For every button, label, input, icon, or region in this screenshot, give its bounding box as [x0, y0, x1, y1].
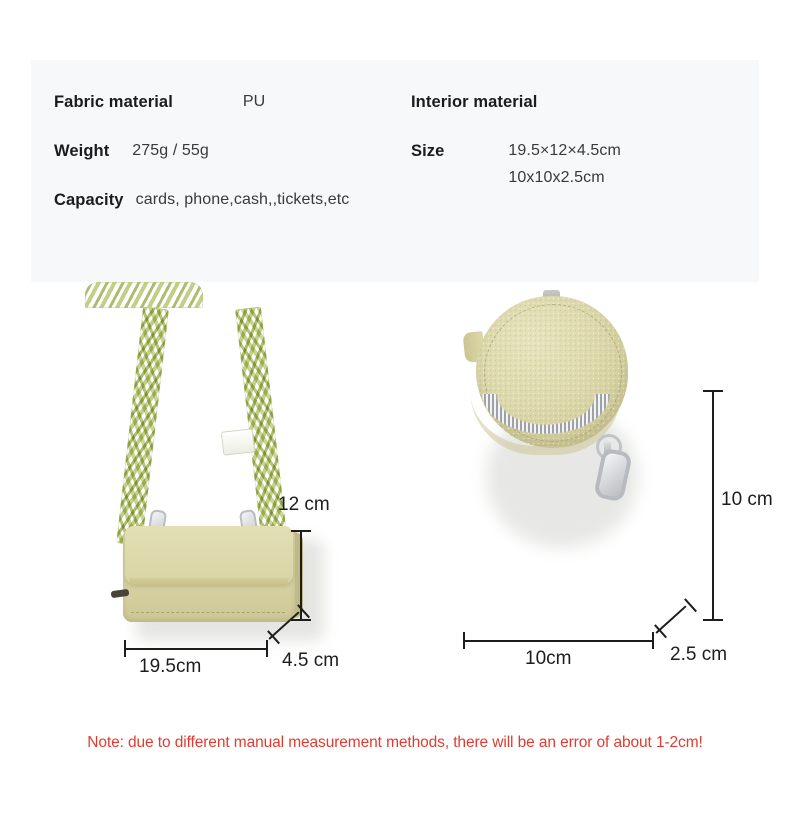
dimension-cap-height-top-left — [291, 530, 311, 532]
spec-value-weight: 275g / 55g — [132, 142, 209, 159]
dimension-cap-width-right-end-right — [652, 632, 654, 649]
spec-value-size: 19.5×12×4.5cm 10x10x2.5cm — [508, 142, 621, 187]
spec-row-capacity: Capacity cards, phone,cash,,tickets,etc — [54, 191, 349, 210]
bag-front-flap — [125, 526, 293, 584]
dimension-label-height-left: 12 cm — [278, 494, 330, 515]
dimension-label-width-left: 19.5cm — [139, 656, 202, 677]
spec-label-size: Size — [411, 142, 445, 160]
spec-label-fabric-material: Fabric material — [54, 93, 173, 111]
shoulder-strap-top-loop — [85, 282, 203, 308]
strap-adjuster-buckle — [220, 428, 256, 456]
product-images-stage: 12 cm 19.5cm 4.5 cm 10 cm 10cm 2.5 — [0, 282, 790, 712]
dimension-label-width-right: 10cm — [525, 648, 572, 669]
spec-label-capacity: Capacity — [54, 191, 124, 209]
product-image-round-coin-purse: 10 cm 10cm 2.5 cm — [440, 282, 780, 702]
dimension-cap-width-left-end — [124, 640, 126, 657]
spec-value-capacity: cards, phone,cash,,tickets,etc — [135, 191, 350, 208]
bag-bottom-stitch — [131, 612, 285, 614]
dimension-cap-height-top-right — [703, 390, 723, 392]
product-image-crossbody-wallet-bag: 12 cm 19.5cm 4.5 cm — [85, 282, 385, 702]
measurement-error-note: Note: due to different manual measuremen… — [87, 734, 703, 751]
dimension-cap-depth-far-right — [684, 598, 697, 612]
spec-row-interior-material: Interior material — [411, 93, 537, 112]
dimension-line-width-left — [124, 648, 267, 650]
spec-label-interior-material: Interior material — [411, 93, 538, 111]
dimension-label-depth-right: 2.5 cm — [670, 644, 728, 665]
specification-panel: Fabric material PU Weight 275g / 55g Cap… — [31, 60, 759, 282]
spec-value-size-line-1: 19.5×12×4.5cm — [508, 142, 621, 159]
spec-row-size: Size 19.5×12×4.5cm 10x10x2.5cm — [411, 142, 621, 187]
dimension-line-height-left — [300, 530, 302, 620]
dimension-cap-height-bottom-left — [291, 619, 311, 621]
spec-value-size-line-2: 10x10x2.5cm — [508, 169, 605, 186]
spec-row-weight: Weight 275g / 55g — [54, 142, 209, 161]
bag-flap-edge — [129, 578, 289, 586]
dimension-line-width-right — [463, 640, 653, 642]
dimension-label-height-right: 10 cm — [721, 489, 773, 510]
spec-value-fabric-material: PU — [242, 93, 266, 110]
dimension-label-depth-left: 4.5 cm — [282, 650, 340, 671]
dimension-cap-height-bottom-right — [703, 619, 723, 621]
dimension-line-height-right — [712, 390, 714, 620]
spec-label-weight: Weight — [54, 142, 110, 160]
dimension-cap-width-right-end — [266, 640, 268, 657]
spec-row-fabric-material: Fabric material PU — [54, 93, 265, 112]
dimension-cap-width-left-end-right — [463, 632, 465, 649]
